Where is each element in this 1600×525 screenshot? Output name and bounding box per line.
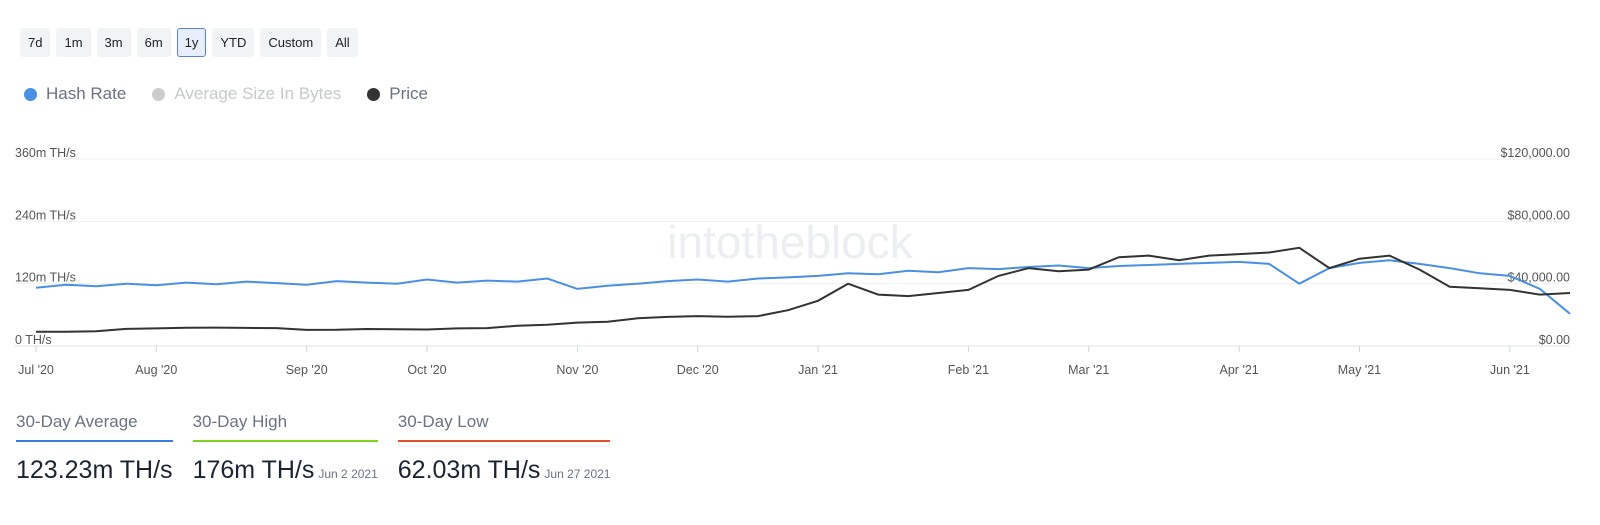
x-tick-label: Jul '20	[18, 363, 54, 377]
range-button[interactable]: Custom	[260, 28, 322, 57]
stat-label: 30-Day High	[192, 410, 378, 442]
legend-item[interactable]: Price	[367, 84, 428, 104]
x-tick-label: Apr '21	[1220, 363, 1259, 377]
stat-value: 123.23m TH/s	[16, 456, 173, 484]
chart: intotheblock 0 TH/s 120m TH/s 240m TH/s 360…	[14, 146, 1571, 377]
legend-dot	[24, 87, 37, 101]
y-tick-label: 0 TH/s	[15, 333, 52, 347]
y-tick-label: 240m TH/s	[15, 208, 76, 222]
y-tick-label: 360m TH/s	[15, 146, 76, 160]
y2-tick-label: $0.00	[1539, 333, 1570, 347]
stat: 30-Day Average 123.23m TH/s	[16, 410, 173, 485]
range-buttons: 7d 1m 3m 6m 1y YTD Custom All	[20, 28, 358, 57]
x-tick-label: Sep '20	[286, 363, 328, 377]
stat-value-row: 123.23m TH/s	[16, 456, 173, 485]
x-tick-label: Dec '20	[677, 363, 719, 377]
legend-dot	[152, 87, 166, 101]
stat-label: 30-Day Low	[397, 410, 611, 442]
legend-dot	[367, 87, 381, 101]
stat-value: 176m TH/s	[192, 456, 315, 484]
legend-item[interactable]: Average Size In Bytes	[152, 84, 341, 104]
watermark: intotheblock	[667, 216, 913, 268]
x-tick-label: May '21	[1338, 363, 1381, 377]
legend-label: Average Size In Bytes	[174, 84, 342, 103]
stat: 30-Day Low 62.03m TH/s Jun 27 2021	[397, 410, 611, 485]
range-button[interactable]: All	[327, 28, 358, 57]
x-tick-label: Jun '21	[1490, 363, 1530, 377]
range-button[interactable]: 7d	[20, 28, 51, 57]
legend-label: Hash Rate	[46, 84, 127, 103]
line-series	[35, 259, 1571, 315]
stat: 30-Day High 176m TH/s Jun 2 2021	[192, 410, 378, 485]
legend-item[interactable]: Hash Rate	[24, 84, 126, 104]
y2-tick-label: $40,000.00	[1507, 271, 1570, 285]
stat-value-row: 62.03m TH/s Jun 27 2021	[398, 456, 611, 485]
x-tick-label: Oct '20	[407, 363, 446, 377]
range-button[interactable]: 1y	[176, 28, 207, 57]
x-tick-label: Aug '20	[135, 363, 177, 377]
stat-date: Jun 27 2021	[544, 467, 611, 481]
stat-value: 62.03m TH/s	[397, 456, 541, 484]
y-tick-label: 120m TH/s	[15, 271, 76, 285]
x-tick-label: Feb '21	[948, 363, 989, 377]
x-tick-label: Jan '21	[798, 363, 838, 377]
legend-label: Price	[389, 84, 429, 103]
y2-tick-label: $120,000.00	[1500, 146, 1570, 160]
legend: Hash Rate Average Size In Bytes Price	[24, 84, 428, 104]
range-button[interactable]: 6m	[136, 28, 171, 57]
range-button[interactable]: YTD	[212, 28, 255, 57]
line-series	[35, 246, 1571, 333]
x-tick-label: Nov '20	[556, 363, 598, 377]
stat-value-row: 176m TH/s Jun 2 2021	[193, 456, 378, 485]
stat-label: 30-Day Average	[16, 410, 173, 442]
stats: 30-Day Average 123.23m TH/s 30-Day High 176…	[16, 410, 611, 485]
range-button[interactable]: 3m	[96, 28, 131, 57]
range-button[interactable]: 1m	[56, 28, 91, 57]
y2-tick-label: $80,000.00	[1507, 208, 1570, 222]
x-tick-label: Mar '21	[1068, 363, 1109, 377]
stat-date: Jun 2 2021	[318, 467, 378, 481]
